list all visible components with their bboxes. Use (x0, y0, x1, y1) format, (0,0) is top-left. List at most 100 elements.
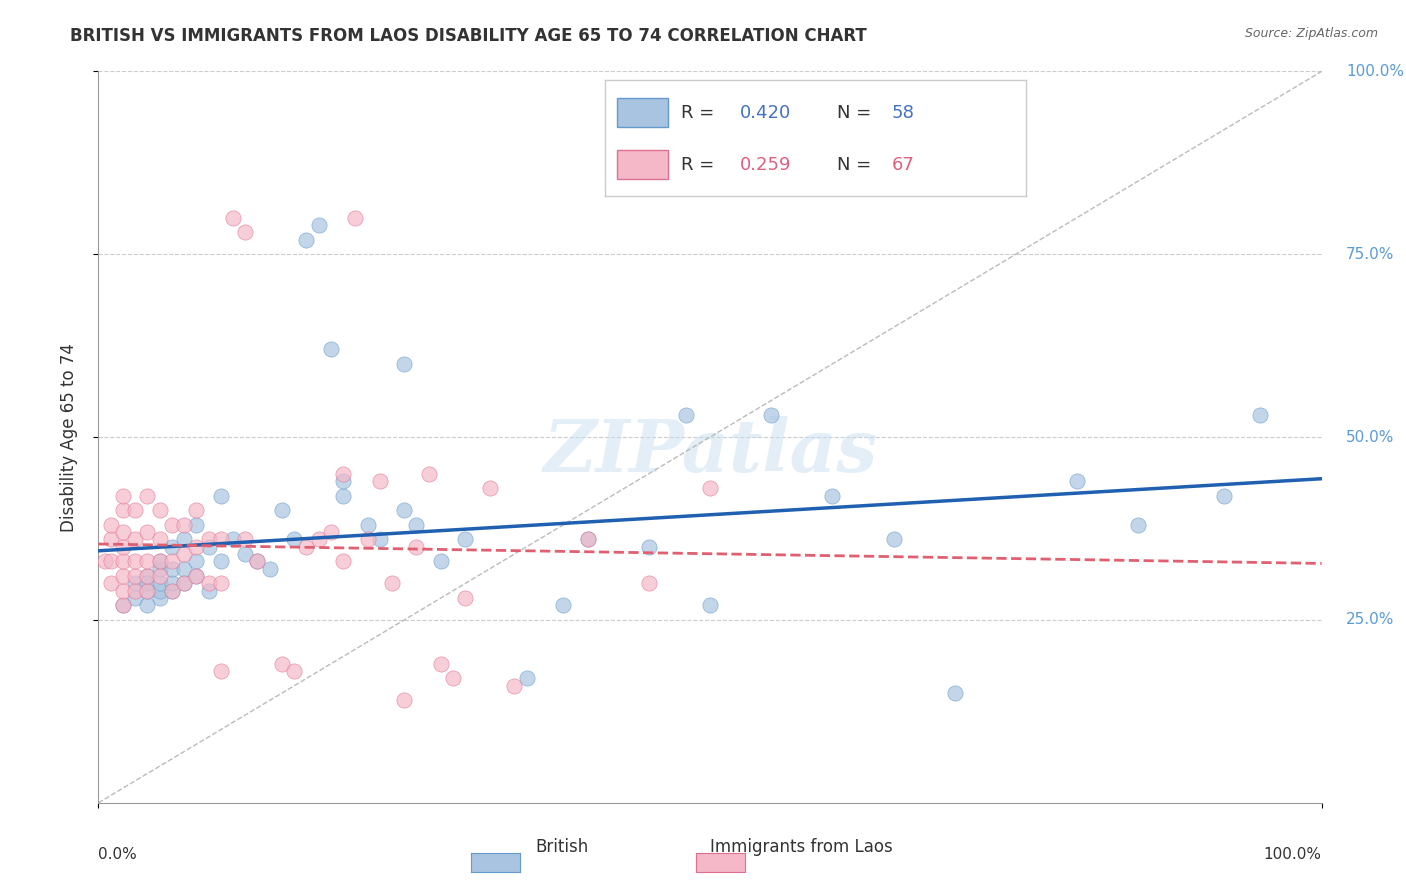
Point (149, 583, 172, 598)
Point (149, 503, 172, 517)
Point (186, 569, 208, 583)
Point (124, 554, 146, 568)
Point (124, 583, 146, 598)
Point (356, 517, 378, 532)
Point (430, 554, 453, 568)
Point (233, 547, 256, 561)
Point (1249, 408, 1271, 422)
Point (503, 679, 526, 693)
Point (149, 554, 172, 568)
Point (111, 503, 134, 517)
Point (418, 467, 440, 481)
Text: N =: N = (837, 156, 876, 174)
Point (136, 554, 159, 568)
Point (111, 599, 134, 613)
Point (405, 517, 427, 532)
FancyBboxPatch shape (617, 150, 668, 178)
Point (883, 533, 905, 547)
Point (136, 583, 159, 598)
Point (197, 540, 219, 554)
Point (319, 525, 342, 540)
Point (699, 481, 721, 495)
Point (405, 540, 427, 554)
Point (222, 211, 245, 225)
Point (270, 503, 294, 517)
Point (160, 583, 183, 598)
Point (100, 576, 122, 591)
Point (246, 554, 269, 568)
Point (100, 517, 122, 532)
Point (149, 533, 172, 547)
Text: ZIPatlas: ZIPatlas (543, 417, 877, 487)
Point (259, 562, 281, 576)
Text: 75.0%: 75.0% (1346, 247, 1395, 261)
Point (197, 533, 219, 547)
Point (124, 503, 146, 517)
Point (392, 503, 416, 517)
Point (136, 569, 159, 583)
Point (136, 583, 159, 598)
Text: 100.0%: 100.0% (1264, 847, 1322, 862)
Point (173, 562, 195, 576)
Text: 100.0%: 100.0% (1346, 64, 1405, 78)
Point (124, 569, 146, 583)
Point (1066, 474, 1088, 488)
Point (699, 599, 721, 613)
Point (368, 533, 391, 547)
Point (319, 343, 342, 357)
Point (124, 533, 146, 547)
Point (111, 525, 134, 540)
Point (186, 554, 208, 568)
Point (111, 540, 134, 554)
Point (173, 576, 195, 591)
Point (160, 540, 183, 554)
Point (173, 576, 195, 591)
Point (209, 533, 232, 547)
Point (637, 576, 661, 591)
Point (441, 672, 464, 686)
Point (209, 489, 232, 503)
Point (173, 533, 195, 547)
Point (454, 591, 477, 605)
Point (149, 562, 172, 576)
Point (576, 533, 599, 547)
Point (576, 533, 599, 547)
Text: R =: R = (681, 103, 720, 121)
Point (553, 599, 575, 613)
Point (368, 474, 391, 488)
Point (136, 525, 159, 540)
Text: British: British (536, 838, 589, 856)
Point (332, 489, 354, 503)
Point (675, 408, 697, 422)
Point (111, 489, 134, 503)
Point (100, 533, 122, 547)
Point (111, 583, 134, 598)
Point (392, 693, 416, 707)
Point (160, 554, 183, 568)
Point (270, 657, 294, 671)
Point (136, 576, 159, 591)
Point (173, 517, 195, 532)
Point (283, 533, 305, 547)
Point (308, 533, 330, 547)
Point (430, 657, 453, 671)
Point (197, 583, 219, 598)
Point (149, 591, 172, 605)
Text: N =: N = (837, 103, 876, 121)
Point (160, 562, 183, 576)
Point (332, 554, 354, 568)
Point (637, 540, 661, 554)
Text: Source: ZipAtlas.com: Source: ZipAtlas.com (1244, 27, 1378, 40)
Point (209, 554, 232, 568)
Point (332, 474, 354, 488)
Text: 50.0%: 50.0% (1346, 430, 1395, 444)
Text: 67: 67 (891, 156, 914, 174)
Point (1128, 517, 1150, 532)
Point (186, 517, 208, 532)
Point (761, 408, 783, 422)
Point (186, 569, 208, 583)
Y-axis label: Disability Age 65 to 74: Disability Age 65 to 74 (59, 343, 77, 532)
Point (392, 357, 416, 371)
Text: 0.0%: 0.0% (98, 847, 138, 862)
Text: BRITISH VS IMMIGRANTS FROM LAOS DISABILITY AGE 65 TO 74 CORRELATION CHART: BRITISH VS IMMIGRANTS FROM LAOS DISABILI… (70, 27, 868, 45)
